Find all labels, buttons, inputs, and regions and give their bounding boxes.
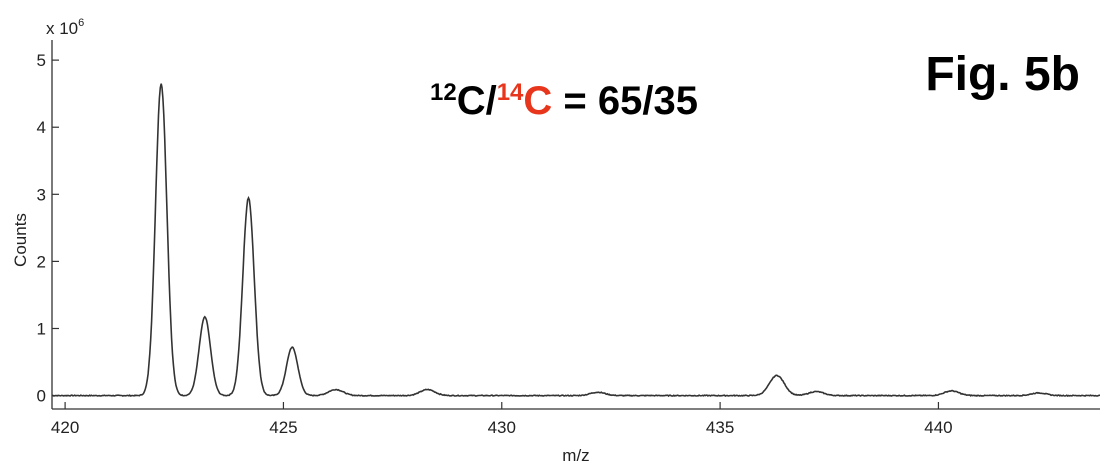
ratio-value: = 65/35 (552, 79, 698, 123)
x-tick-label: 435 (706, 418, 734, 437)
y-axis-label: Counts (11, 213, 30, 267)
carbon-12-symbol: C/ (457, 79, 497, 123)
y-tick-label: 5 (37, 51, 46, 70)
carbon-14-superscript: 14 (497, 79, 524, 106)
y-tick-label: 4 (37, 118, 46, 137)
figure-label: Fig. 5b (925, 48, 1080, 101)
spectrum-line (51, 83, 1100, 398)
y-tick-label: 2 (37, 252, 46, 271)
carbon-12-superscript: 12 (430, 79, 457, 106)
y-tick-label: 3 (37, 185, 46, 204)
y-tick-label: 0 (37, 387, 46, 406)
axes (51, 40, 1100, 410)
x-axis-label: m/z (562, 446, 589, 465)
x-tick-label: 440 (924, 418, 952, 437)
x-tick-label: 425 (269, 418, 297, 437)
x-tick-label: 420 (51, 418, 79, 437)
y-tick-label: 1 (37, 319, 46, 338)
carbon-14-symbol: C (523, 79, 552, 123)
isotope-ratio-annotation: 12C/14C = 65/35 (430, 79, 698, 123)
y-axis-multiplier: x 106 (46, 17, 84, 38)
x-tick-label: 430 (488, 418, 516, 437)
